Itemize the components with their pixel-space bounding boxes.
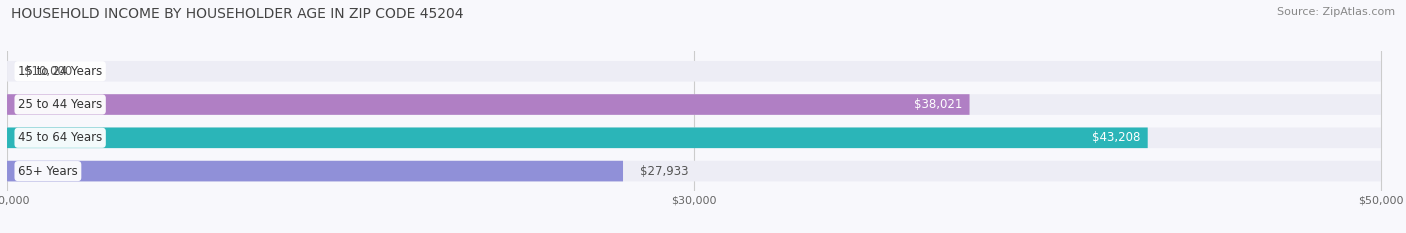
FancyBboxPatch shape: [7, 61, 1381, 82]
FancyBboxPatch shape: [7, 94, 970, 115]
FancyBboxPatch shape: [7, 127, 1147, 148]
Text: HOUSEHOLD INCOME BY HOUSEHOLDER AGE IN ZIP CODE 45204: HOUSEHOLD INCOME BY HOUSEHOLDER AGE IN Z…: [11, 7, 464, 21]
Text: 25 to 44 Years: 25 to 44 Years: [18, 98, 103, 111]
Text: $27,933: $27,933: [640, 164, 688, 178]
Text: Source: ZipAtlas.com: Source: ZipAtlas.com: [1277, 7, 1395, 17]
FancyBboxPatch shape: [7, 127, 1381, 148]
Text: 45 to 64 Years: 45 to 64 Years: [18, 131, 103, 144]
Text: $10,000: $10,000: [24, 65, 72, 78]
FancyBboxPatch shape: [7, 94, 1381, 115]
Text: 15 to 24 Years: 15 to 24 Years: [18, 65, 103, 78]
FancyBboxPatch shape: [7, 161, 623, 182]
Text: 65+ Years: 65+ Years: [18, 164, 77, 178]
Text: $43,208: $43,208: [1092, 131, 1140, 144]
FancyBboxPatch shape: [7, 161, 1381, 182]
Text: $38,021: $38,021: [914, 98, 963, 111]
